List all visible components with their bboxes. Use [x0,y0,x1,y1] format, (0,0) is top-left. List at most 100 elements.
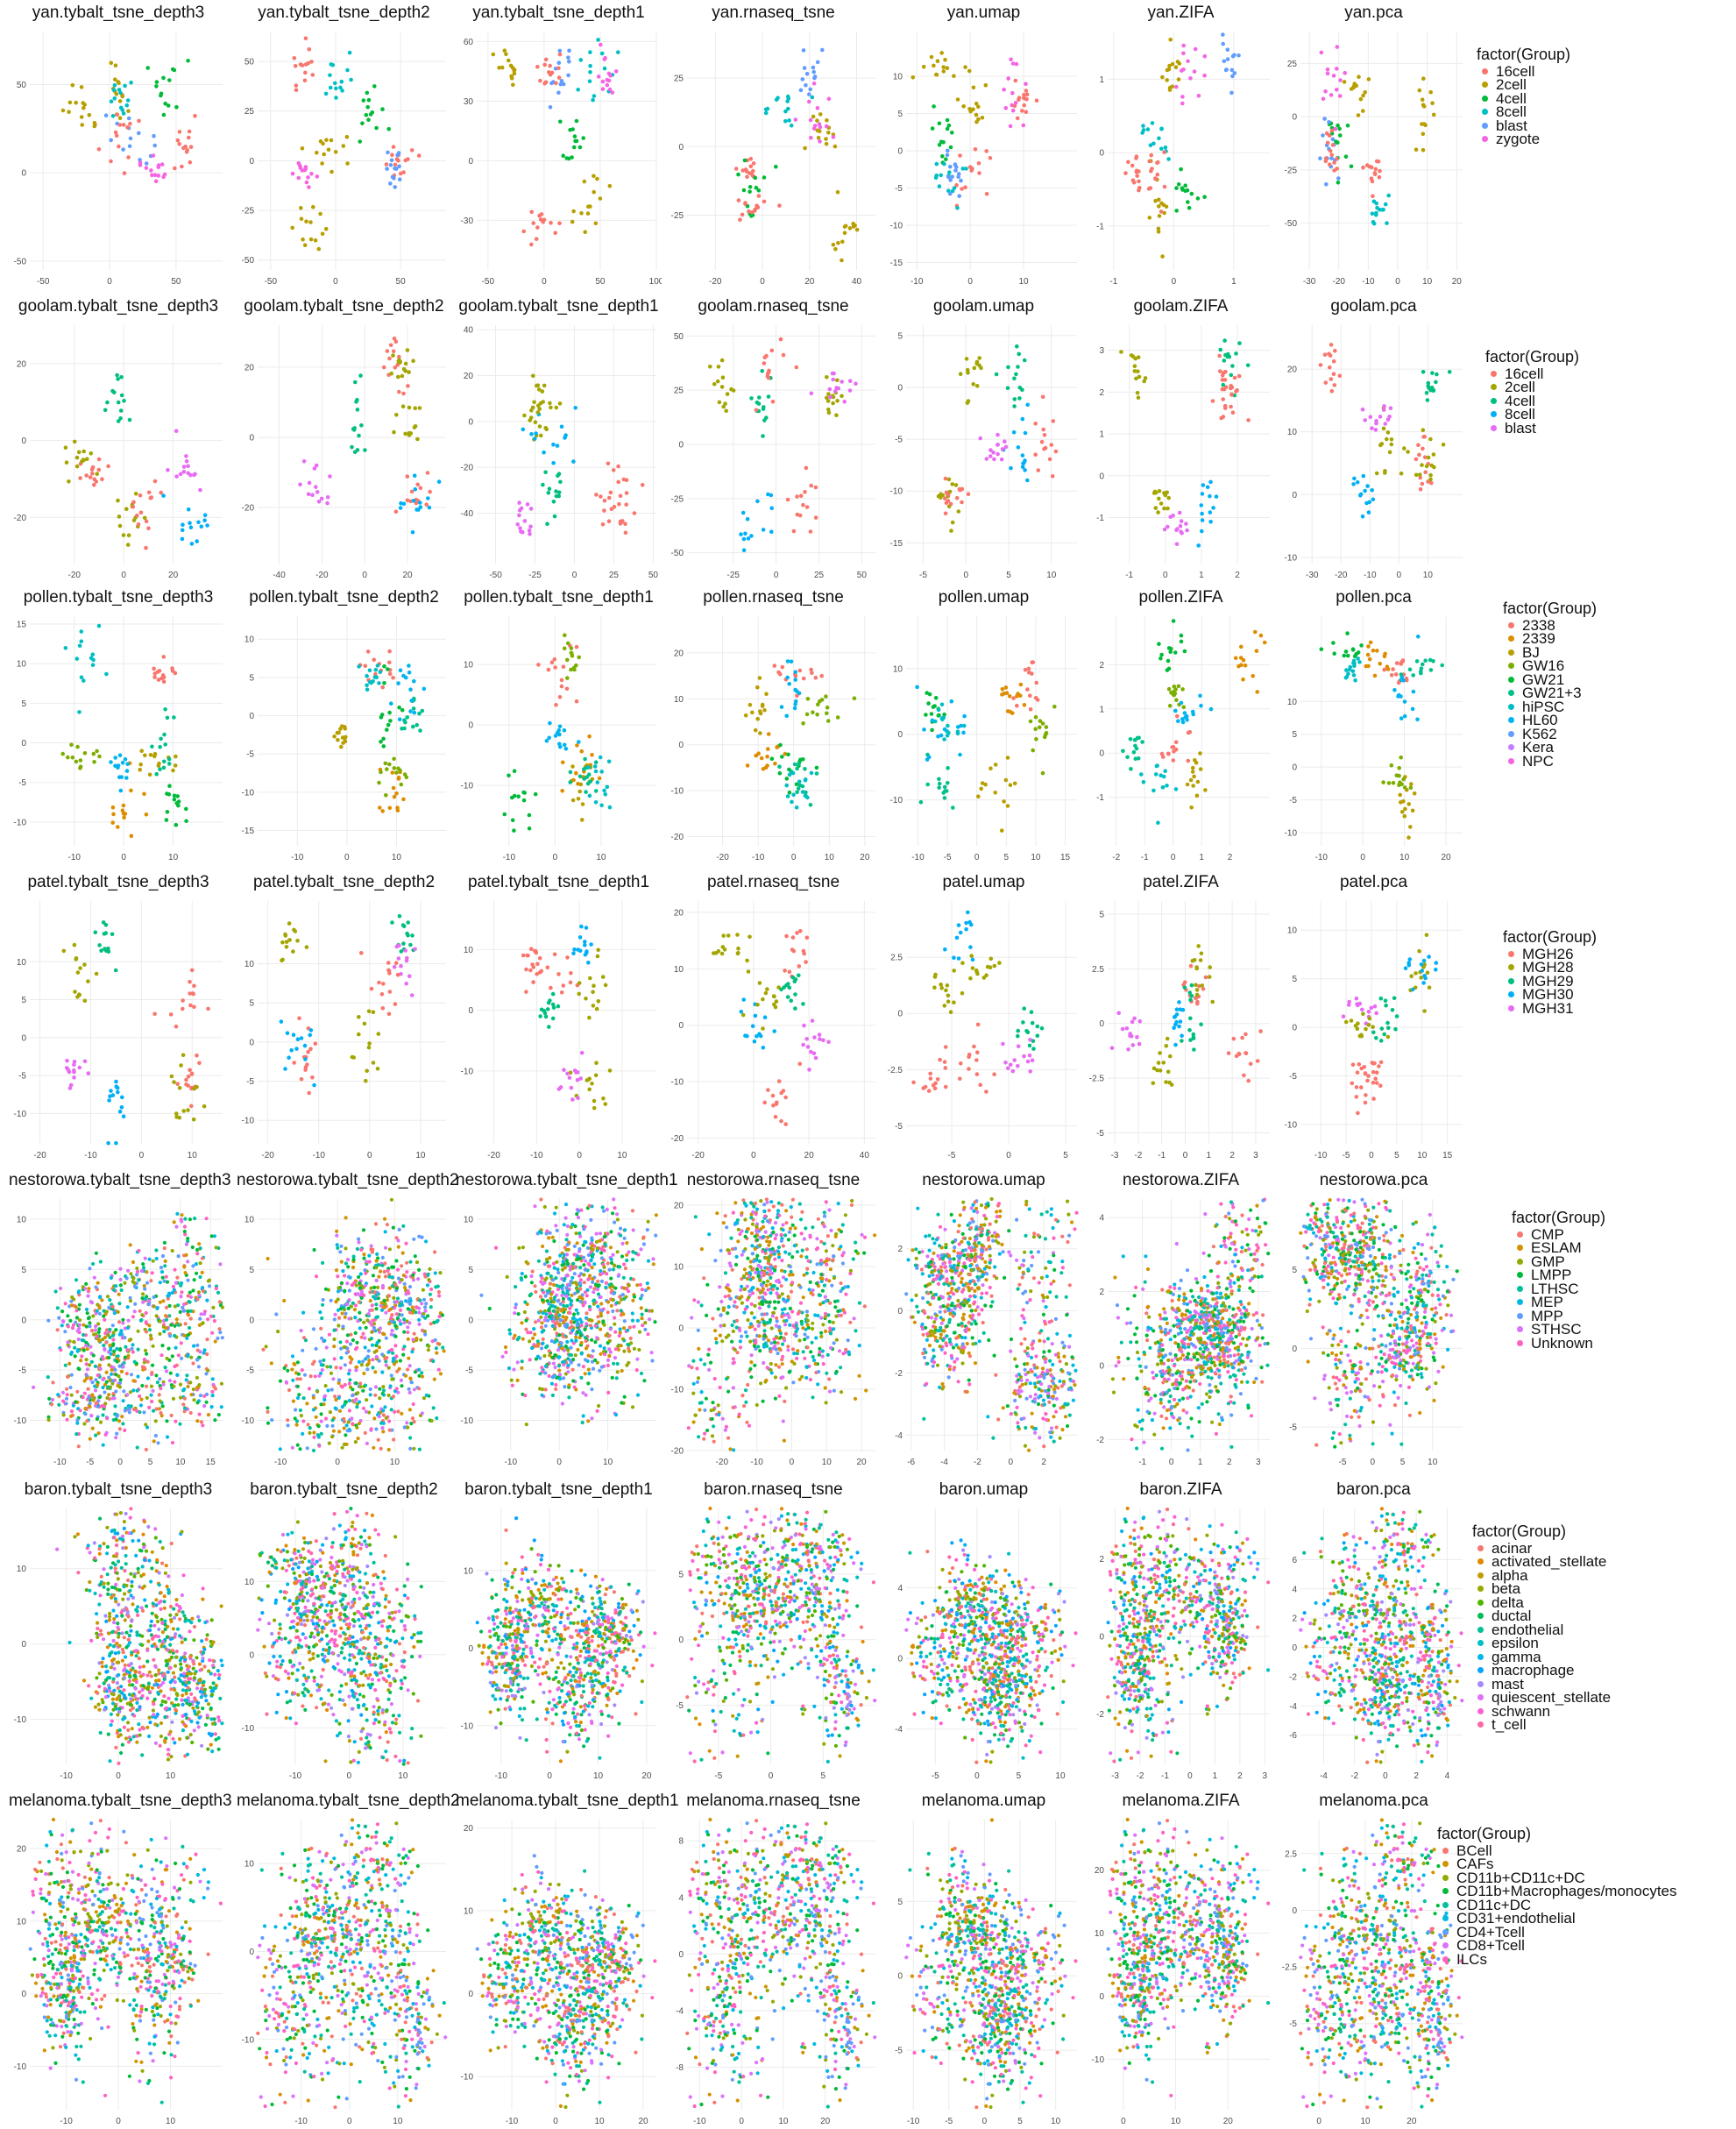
data-point [75,1421,80,1425]
data-point [911,75,916,80]
scatter-panel: yan.tybalt_tsne_depth2 -50 0 50 -50 -25 0 25 50 [237,0,451,289]
data-point [1337,126,1342,131]
data-point [103,923,109,927]
data-point [97,1338,102,1343]
data-point [557,401,563,406]
data-point [104,1340,109,1345]
data-point [1028,707,1033,712]
data-point [152,1011,157,1017]
data-point [847,388,853,393]
data-point [792,762,797,767]
data-point [765,106,770,111]
data-point [765,372,770,376]
data-point [75,1418,80,1423]
data-point [366,97,372,103]
data-point [1018,693,1023,698]
data-point [795,693,799,699]
data-point [95,1334,99,1338]
data-point [1042,735,1047,740]
data-point [76,1337,81,1342]
data-point [1187,205,1192,210]
data-point [82,962,87,967]
data-point [1367,500,1371,505]
data-point [1042,433,1047,437]
data-point [394,1387,399,1391]
data-point [608,490,613,495]
data-point [110,1379,116,1383]
data-point [1385,221,1389,225]
data-point [420,1374,425,1379]
data-point [118,1277,123,1281]
y-tick-label: 50 [244,58,255,67]
x-tick-label: 25 [609,571,620,580]
data-point [111,1338,116,1342]
data-point [1016,365,1020,369]
data-point [988,454,993,458]
data-point [143,1256,147,1260]
data-point [976,161,981,166]
data-point [1000,447,1005,451]
data-point [372,84,377,89]
scatter-points [733,47,860,263]
data-point [969,168,974,173]
data-point [809,770,814,776]
legend-swatch [1482,136,1488,143]
data-point [1148,186,1153,190]
data-point [793,117,798,122]
data-point [566,55,570,60]
data-point [131,1407,136,1412]
data-point [607,183,613,188]
data-point [168,1334,173,1338]
data-point [304,219,308,224]
data-point [337,1286,341,1290]
data-point [380,685,385,690]
data-point [120,1095,124,1100]
data-point [972,365,977,371]
data-point [562,646,567,651]
data-point [1431,659,1435,664]
data-point [70,755,75,760]
y-tick-label: 10 [893,73,903,82]
data-point [934,73,939,77]
data-point [537,970,542,975]
data-point [533,948,537,954]
data-point [918,799,924,805]
data-point [939,983,943,987]
data-point [1012,397,1017,401]
data-point [172,1080,176,1084]
data-point [358,1385,363,1389]
data-point [306,1049,310,1054]
data-point [1159,751,1165,756]
data-point [591,990,595,995]
data-point [607,805,613,810]
data-point [944,500,949,506]
data-point [939,733,944,738]
data-point [556,66,561,71]
data-point [558,479,563,485]
x-tick-label: -3 [1111,1151,1119,1160]
x-tick-label: -10 [503,853,516,862]
x-tick-label: -10 [1314,853,1328,862]
data-point [198,1394,202,1398]
data-point [600,79,606,84]
data-point [1200,518,1205,522]
data-point [195,1385,200,1390]
data-point [766,375,771,380]
data-point [808,803,813,807]
data-point [761,434,765,438]
data-point [365,1354,370,1359]
data-point [399,500,403,506]
data-point [159,1387,163,1391]
data-point [1229,393,1234,397]
data-point [295,1443,300,1447]
data-point [811,114,816,119]
data-point [1378,168,1382,174]
data-point [719,951,725,956]
data-point [776,985,781,990]
data-point [789,659,794,664]
y-tick-label: -5 [18,1366,26,1376]
data-point [589,942,593,947]
data-point [550,1016,556,1021]
